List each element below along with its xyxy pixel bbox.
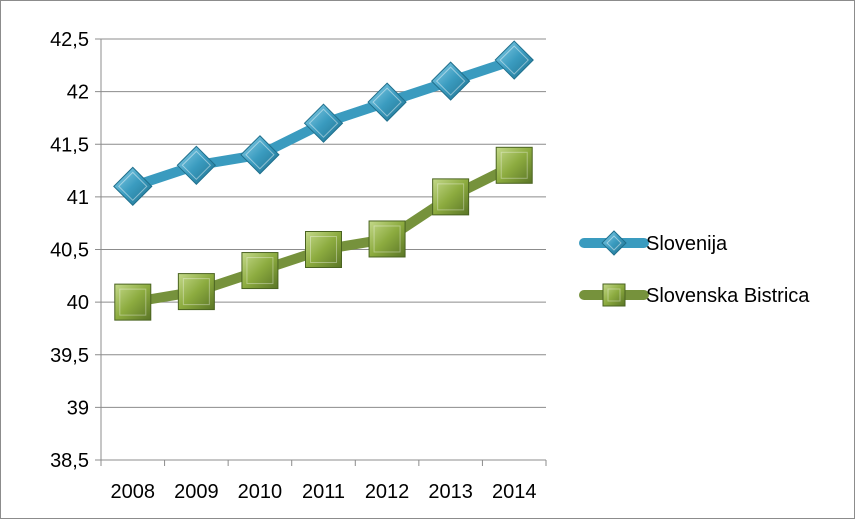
x-tick-label: 2014 [492,481,537,503]
legend-label: Slovenska Bistrica [646,285,810,307]
legend: Slovenija Slovenska Bistrica [579,230,810,307]
square-highlight [373,225,401,253]
data-point-square [495,146,533,184]
y-tick-label: 39,5 [50,345,89,367]
diamond-highlight [308,108,339,138]
x-tick-label: 2012 [365,481,410,503]
square-shape [495,146,533,184]
diamond-highlight [499,45,529,75]
diamond-shape [367,82,407,122]
tick-labels: 42,5 42 41,5 41 40,5 40 39,5 39 38,5 2008 2009 2010… [50,29,536,503]
axes [100,39,547,466]
diamond-shape [430,61,471,101]
y-tick-label: 42,5 [50,29,89,51]
square-shape [177,273,215,311]
diamond-highlight [181,150,212,181]
x-tick-label: 2011 [302,481,345,503]
data-point-square [177,273,215,311]
square-highlight [437,183,465,211]
data-point-square [305,231,342,268]
x-tick-label: 2009 [174,481,219,503]
y-tick-label: 38,5 [50,450,89,472]
x-tick-label: 2010 [238,481,283,503]
data-markers [113,40,534,321]
diamond-highlight [245,140,275,170]
data-point-square [241,252,279,290]
diamond-highlight [606,235,622,251]
legend-label: Slovenija [646,233,728,255]
diamond-shape [303,103,344,143]
data-point-diamond [240,135,280,175]
y-tick-label: 42 [67,82,89,104]
legend-marker-square [602,283,626,307]
diamond-highlight [118,171,148,202]
square-highlight [310,236,337,263]
square-shape [305,231,342,268]
diamond-shape [113,166,153,207]
data-point-square [432,178,470,216]
y-tick-label: 40,5 [50,240,89,262]
square-highlight [607,288,621,302]
square-highlight [246,257,274,285]
diamond-shape [494,40,534,80]
data-point-diamond [176,145,217,186]
square-shape [114,283,152,321]
square-shape [602,283,626,307]
square-highlight [500,151,528,179]
data-point-square [114,283,152,321]
data-point-diamond [303,103,344,143]
legend-entry: Slovenija [579,230,728,256]
y-tick-label: 41 [67,187,89,209]
y-tick-label: 40 [67,292,89,314]
x-tick-label: 2008 [111,481,156,503]
y-tick-label: 39 [67,397,89,419]
diamond-shape [601,230,627,256]
diamond-highlight [372,87,402,117]
diamond-shape [176,145,217,186]
square-shape [368,220,406,258]
square-shape [432,178,470,216]
square-highlight [119,288,147,316]
data-point-diamond [494,40,534,80]
legend-entry: Slovenska Bistrica [579,283,810,307]
data-point-diamond [367,82,407,122]
data-point-square [368,220,406,258]
square-highlight [182,278,210,306]
data-point-diamond [113,166,153,207]
legend-marker-diamond [601,230,627,256]
diamond-highlight [435,66,466,96]
x-tick-label: 2013 [428,481,473,503]
y-tick-label: 41,5 [50,134,89,156]
square-shape [241,252,279,290]
diamond-shape [240,135,280,175]
data-point-diamond [430,61,471,101]
